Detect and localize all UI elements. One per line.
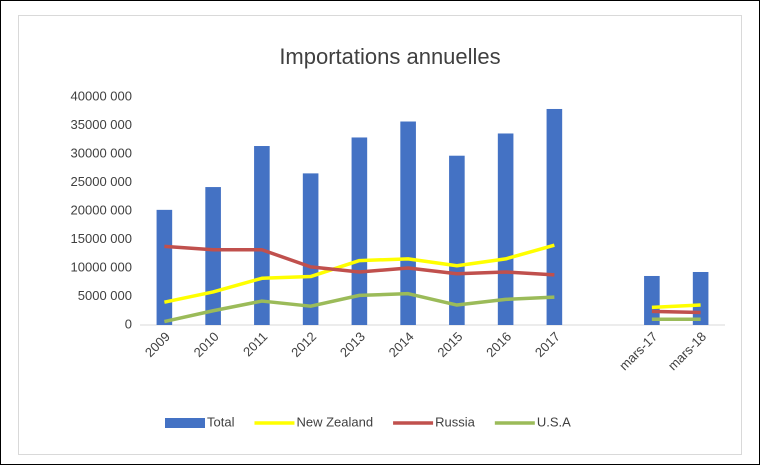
bar — [302, 173, 319, 325]
y-tick-label: 25000 000 — [71, 174, 132, 189]
y-tick-label: 40000 000 — [71, 88, 132, 103]
line-series — [164, 243, 555, 304]
line-series — [651, 303, 701, 310]
y-tick-label: 5000 000 — [78, 288, 132, 303]
y-tick-label: 0 — [125, 316, 132, 331]
bar — [205, 187, 221, 325]
chart-area — [18, 15, 742, 455]
bar — [449, 155, 465, 325]
bar — [546, 108, 563, 325]
legend-label: New Zealand — [296, 414, 373, 429]
bar — [497, 133, 514, 325]
legend-label: U.S.A — [537, 414, 571, 429]
legend-item: New Zealand — [254, 414, 373, 429]
y-tick-label: 20000 000 — [71, 202, 132, 217]
y-tick-label: 15000 000 — [71, 231, 132, 246]
y-tick-label: 30000 000 — [71, 145, 132, 160]
bar — [351, 137, 368, 325]
legend-item: U.S.A — [494, 414, 571, 429]
chart-title: Importations annuelles — [279, 44, 500, 69]
y-tick-label: 35000 000 — [71, 117, 132, 132]
legend-item: Russia — [393, 414, 476, 429]
y-tick-label: 10000 000 — [71, 259, 132, 274]
line-series — [163, 291, 555, 324]
bar — [156, 209, 173, 325]
line-series — [651, 309, 701, 315]
legend-swatch — [165, 418, 205, 428]
bar — [400, 121, 416, 325]
bar — [254, 146, 270, 325]
legend-item: Total — [165, 414, 235, 429]
bar — [692, 271, 709, 325]
legend-label: Total — [207, 414, 235, 429]
line-series — [164, 244, 555, 277]
legend-label: Russia — [435, 414, 476, 429]
